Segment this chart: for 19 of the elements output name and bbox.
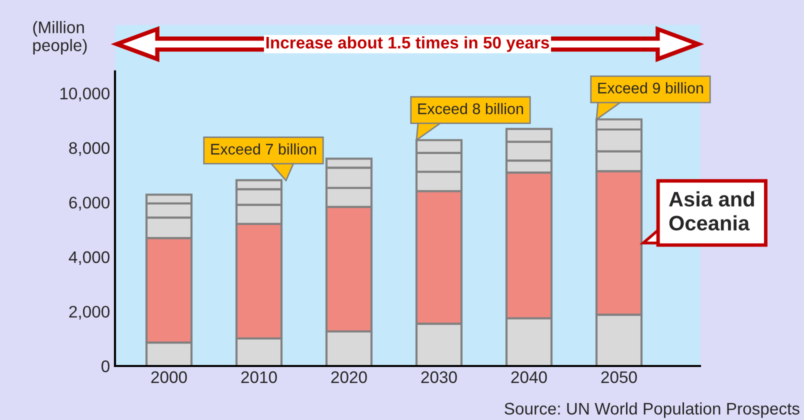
x-tick-label: 2010 xyxy=(241,371,277,384)
y-tick-label: 6,000 xyxy=(69,196,110,210)
y-tick-label: 8,000 xyxy=(69,142,110,156)
annotation: Increase about 1.5 times in 50 years xyxy=(266,36,550,52)
annotation: Exceed 7 billion xyxy=(211,143,316,155)
y-tick-label: 4,000 xyxy=(68,251,110,266)
annotation: Exceed 8 billion xyxy=(418,102,524,114)
x-tick-label: 2020 xyxy=(331,371,367,384)
x-tick-label: 2050 xyxy=(601,371,637,384)
y-tick-label: 2,000 xyxy=(69,306,110,320)
x-tick-label: 2030 xyxy=(421,371,457,384)
x-tick-label: 2040 xyxy=(511,371,547,384)
x-tick-label: 2000 xyxy=(151,371,187,384)
y-axis-title: (Million people) xyxy=(33,21,87,54)
y-tick-label: 0 xyxy=(102,360,110,372)
series-label: Asia and Oceania xyxy=(669,191,754,231)
y-tick-label: 10,000 xyxy=(60,88,110,102)
annotation: Exceed 9 billion xyxy=(598,82,704,94)
source-note: Source: UN World Population Prospects xyxy=(504,402,800,418)
